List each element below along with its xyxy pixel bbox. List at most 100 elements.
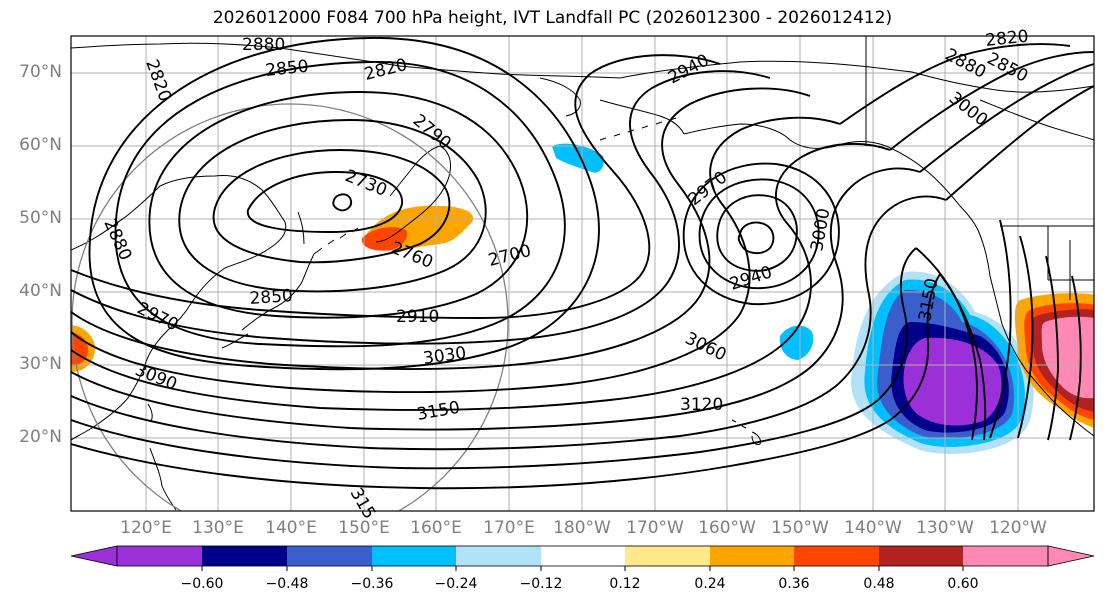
colorbar-tick-label: 0.48 xyxy=(863,576,895,592)
lon-label: 140°W xyxy=(844,518,902,538)
contour-2970-ridge-low xyxy=(698,178,820,290)
contour-2940-ridge-low xyxy=(716,194,798,272)
contour-3000 xyxy=(71,116,841,394)
coastline-arctic-siberia xyxy=(71,42,621,79)
contour-low-inner xyxy=(332,193,352,212)
lon-label: 160°E xyxy=(410,518,462,538)
colorbar-bin xyxy=(625,546,710,566)
contour-3120 xyxy=(71,247,917,470)
map-frame xyxy=(70,35,1095,512)
contour-label: 2880 xyxy=(242,35,285,55)
lon-label: 150°W xyxy=(771,518,829,538)
map-title: 2026012000 F084 700 hPa height, IVT Land… xyxy=(212,8,893,28)
height-contours xyxy=(71,37,1094,490)
contour-2940-west xyxy=(71,70,771,345)
colorbar-tick-label: 0.60 xyxy=(947,576,979,592)
colorbar-bin xyxy=(879,546,963,566)
coastline-kuril-islands xyxy=(313,227,359,255)
colorbar-bin xyxy=(372,546,456,566)
contour-label: 3120 xyxy=(680,395,723,415)
contour-label: 2820 xyxy=(362,55,409,85)
coastlines xyxy=(71,36,1094,511)
contour-label: 2820 xyxy=(984,27,1029,51)
contour-label: 2940 xyxy=(727,262,774,294)
colorbar-tick-label: 0.36 xyxy=(778,576,810,592)
contour-north-2880 xyxy=(839,43,1071,125)
contour-3090 xyxy=(71,195,947,451)
contour-east-trough-4 xyxy=(1017,235,1034,439)
lon-label: 140°E xyxy=(265,518,317,538)
lon-label: 180°W xyxy=(553,518,611,538)
colorbar-tick-label: −0.48 xyxy=(265,576,309,592)
ivt-negative-region-aleutian xyxy=(552,143,604,173)
colorbar-bin xyxy=(287,546,372,566)
lon-label: 120°E xyxy=(120,518,172,538)
coastline-east-asia xyxy=(71,175,287,441)
border-us-canada xyxy=(865,36,1094,227)
ivt-negative-region-subtropical xyxy=(779,325,814,360)
lon-label: 130°W xyxy=(916,518,974,538)
contour-label-group: 2880 2820 2850 2820 2790 2730 2760 2700 … xyxy=(99,27,1031,523)
colorbar-tick-label: −0.12 xyxy=(519,576,563,592)
contour-label: 2970 xyxy=(134,299,182,336)
contour-label: 3000 xyxy=(807,207,834,253)
colorbar-bin xyxy=(456,546,541,566)
coastline-kamchatka xyxy=(375,145,451,243)
colorbar-extend-left xyxy=(70,545,118,567)
contour-label: 2880 xyxy=(99,216,135,264)
lat-label: 70°N xyxy=(19,62,62,82)
lat-label: 20°N xyxy=(19,427,62,447)
contour-small-low xyxy=(737,221,775,254)
contour-label: 2850 xyxy=(264,57,309,81)
contour-east-trough-2 xyxy=(915,247,978,441)
contour-east-trough-3 xyxy=(989,219,1012,439)
colorbar-tick-label: 0.24 xyxy=(694,576,726,592)
colorbar-bin xyxy=(794,546,879,566)
contour-north-2790 xyxy=(945,85,1094,201)
lat-label: 60°N xyxy=(19,135,62,155)
contour-3030 xyxy=(71,142,891,411)
border-states xyxy=(1047,226,1094,300)
colorbar-tick-label: −0.36 xyxy=(350,576,394,592)
contour-3150 xyxy=(71,273,941,490)
contour-2910 xyxy=(71,54,721,319)
lon-label: 130°E xyxy=(192,518,244,538)
coastline-alaska xyxy=(599,60,979,231)
colorbar-tick-label: −0.24 xyxy=(434,576,478,592)
colorbar-bin xyxy=(710,546,794,566)
coastline-sakhalin xyxy=(297,211,305,245)
lon-label: 170°E xyxy=(483,518,535,538)
colorbar-tick-label: −0.60 xyxy=(180,576,224,592)
lat-label: 40°N xyxy=(19,281,62,301)
colorbar-bin xyxy=(963,546,1048,566)
lon-label: 150°E xyxy=(338,518,390,538)
contour-2970 xyxy=(71,87,811,370)
lat-label: 30°N xyxy=(19,354,62,374)
colorbar-outline xyxy=(116,545,1049,567)
contour-east-trough-6 xyxy=(1069,275,1082,441)
colorbar-ticks xyxy=(201,566,964,571)
contour-2880-west xyxy=(88,37,600,371)
colorbar-bin xyxy=(541,546,625,566)
coastline-hawaii xyxy=(731,419,761,445)
colorbar-extend-right xyxy=(1047,545,1095,567)
colorbar-bin xyxy=(117,546,202,566)
contour-2760 xyxy=(212,149,451,264)
coastline-chukotka xyxy=(539,77,581,117)
lon-label: 160°W xyxy=(698,518,756,538)
contour-label: 2850 xyxy=(249,286,294,309)
contour-3000-ridge-low xyxy=(682,162,840,305)
contour-label: 2910 xyxy=(396,307,439,327)
contour-2730 xyxy=(247,171,403,233)
coastline-canada-arctic xyxy=(911,71,1094,141)
lon-label: 170°W xyxy=(626,518,684,538)
reference-circle xyxy=(71,103,509,511)
contour-label: 3150 xyxy=(415,398,461,425)
contour-east-trough-5 xyxy=(1045,255,1059,441)
ivt-shading xyxy=(71,143,1094,454)
lat-label: 50°N xyxy=(19,208,62,228)
colorbar-bin xyxy=(202,546,287,566)
contour-north-2820 xyxy=(919,63,1094,173)
contour-2850-west xyxy=(114,61,566,348)
